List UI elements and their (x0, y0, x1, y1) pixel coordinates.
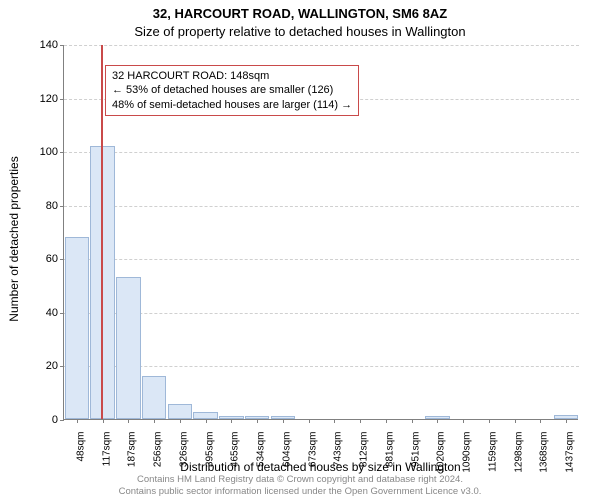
chart-title-sub: Size of property relative to detached ho… (0, 24, 600, 39)
x-tick (540, 419, 541, 423)
y-tick (60, 420, 64, 421)
y-gridline (64, 206, 579, 207)
y-tick (60, 259, 64, 260)
x-tick (257, 419, 258, 423)
plot-area: 02040608010012014048sqm117sqm187sqm256sq… (63, 45, 578, 420)
y-axis-label: Number of detached properties (7, 156, 21, 321)
x-tick (463, 419, 464, 423)
y-tick-label: 40 (28, 307, 58, 319)
y-tick (60, 152, 64, 153)
y-tick (60, 366, 64, 367)
x-tick (231, 419, 232, 423)
y-tick (60, 313, 64, 314)
y-tick-label: 80 (28, 200, 58, 212)
histogram-bar (65, 237, 90, 419)
x-tick (566, 419, 567, 423)
chart-container: 32, HARCOURT ROAD, WALLINGTON, SM6 8AZ S… (0, 0, 600, 500)
x-tick (360, 419, 361, 423)
histogram-bar (168, 404, 193, 419)
y-tick-label: 60 (28, 253, 58, 265)
histogram-bar (142, 376, 167, 419)
x-tick (180, 419, 181, 423)
x-tick (309, 419, 310, 423)
histogram-bar (90, 146, 115, 419)
footer-attribution: Contains HM Land Registry data © Crown c… (0, 474, 600, 497)
footer-line: Contains public sector information licen… (0, 486, 600, 497)
x-tick (77, 419, 78, 423)
y-tick-label: 120 (28, 93, 58, 105)
annotation-line: 48% of semi-detached houses are larger (… (112, 98, 352, 112)
property-marker-line (101, 45, 103, 419)
y-gridline (64, 366, 579, 367)
x-tick (283, 419, 284, 423)
x-tick (386, 419, 387, 423)
histogram-bar (193, 412, 218, 419)
annotation-line: 32 HARCOURT ROAD: 148sqm (112, 69, 352, 83)
x-tick (412, 419, 413, 423)
y-gridline (64, 152, 579, 153)
annotation-box: 32 HARCOURT ROAD: 148sqm ← 53% of detach… (105, 65, 359, 116)
histogram-bar (116, 277, 141, 419)
annotation-line: ← 53% of detached houses are smaller (12… (112, 83, 352, 97)
x-tick (489, 419, 490, 423)
x-tick (128, 419, 129, 423)
chart-title-address: 32, HARCOURT ROAD, WALLINGTON, SM6 8AZ (0, 6, 600, 21)
y-tick-label: 100 (28, 146, 58, 158)
y-tick-label: 140 (28, 39, 58, 51)
y-tick (60, 45, 64, 46)
y-gridline (64, 259, 579, 260)
x-tick (437, 419, 438, 423)
y-tick (60, 206, 64, 207)
footer-line: Contains HM Land Registry data © Crown c… (0, 474, 600, 485)
y-tick-label: 20 (28, 360, 58, 372)
x-tick (515, 419, 516, 423)
y-tick-label: 0 (28, 414, 58, 426)
x-axis-label: Distribution of detached houses by size … (63, 460, 578, 474)
y-gridline (64, 313, 579, 314)
y-gridline (64, 45, 579, 46)
x-tick (334, 419, 335, 423)
x-tick (206, 419, 207, 423)
x-tick (154, 419, 155, 423)
x-tick (103, 419, 104, 423)
y-tick (60, 99, 64, 100)
